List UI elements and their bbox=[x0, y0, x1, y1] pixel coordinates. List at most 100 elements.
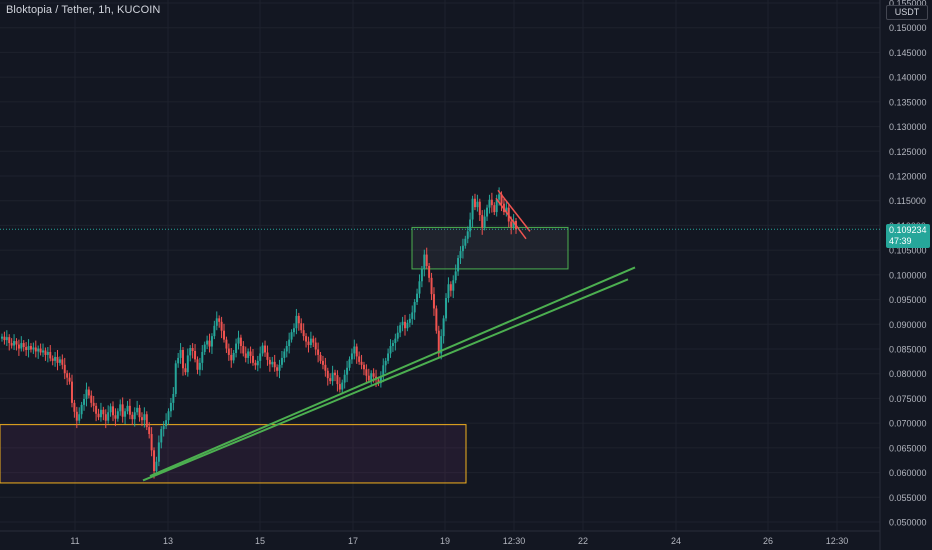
candle-body bbox=[191, 348, 194, 351]
candle-body bbox=[338, 384, 341, 390]
candle-body bbox=[218, 318, 221, 322]
candle-body bbox=[348, 359, 351, 368]
candle-body bbox=[379, 376, 382, 384]
candle-body bbox=[343, 374, 346, 383]
candle-body bbox=[136, 407, 139, 413]
candle-body bbox=[80, 404, 83, 415]
price-tick-label: 0.075000 bbox=[889, 394, 927, 404]
candle-body bbox=[360, 361, 363, 365]
candle-body bbox=[112, 406, 115, 416]
candle-body bbox=[292, 328, 295, 333]
candle-body bbox=[271, 361, 274, 365]
candle-body bbox=[336, 375, 339, 385]
currency-badge[interactable]: USDT bbox=[886, 5, 928, 20]
candle-body bbox=[237, 337, 240, 344]
candle-body bbox=[206, 340, 209, 345]
bar-countdown: 47:39 bbox=[889, 236, 912, 246]
time-tick-label: 24 bbox=[671, 536, 681, 546]
candle-body bbox=[377, 379, 380, 384]
candle-body bbox=[266, 352, 269, 360]
candle-body bbox=[215, 318, 218, 326]
candle-body bbox=[153, 450, 156, 472]
candle-body bbox=[128, 405, 131, 415]
candle-body bbox=[235, 343, 238, 353]
candle-body bbox=[247, 351, 250, 358]
candlestick-series bbox=[1, 187, 517, 479]
candle-body bbox=[285, 346, 288, 352]
candle-body bbox=[365, 369, 368, 376]
candle-body bbox=[437, 330, 440, 354]
time-tick-label: 22 bbox=[578, 536, 588, 546]
candle-body bbox=[249, 351, 252, 356]
candle-body bbox=[495, 199, 498, 213]
candle-body bbox=[268, 359, 271, 365]
candle-body bbox=[169, 402, 172, 412]
candle-body bbox=[61, 359, 64, 365]
candle-body bbox=[58, 359, 61, 363]
time-tick-label: 26 bbox=[763, 536, 773, 546]
candle-body bbox=[39, 348, 42, 353]
candle-body bbox=[305, 336, 308, 342]
candle-body bbox=[290, 332, 293, 340]
symbol-title[interactable]: Bloktopia / Tether, 1h, KUCOIN bbox=[6, 4, 161, 16]
candle-body bbox=[203, 344, 206, 352]
candle-body bbox=[353, 346, 356, 354]
wedge-line-upper bbox=[497, 189, 531, 232]
candle-body bbox=[8, 337, 11, 344]
candle-body bbox=[500, 194, 503, 204]
candle-body bbox=[326, 370, 329, 379]
candle-body bbox=[367, 375, 370, 381]
candle-body bbox=[449, 284, 452, 291]
candle-body bbox=[428, 265, 431, 278]
price-tick-label: 0.080000 bbox=[889, 369, 927, 379]
trendline-upper bbox=[149, 266, 636, 477]
candle-body bbox=[280, 357, 283, 365]
candle-body bbox=[319, 354, 322, 361]
candle-body bbox=[435, 308, 438, 331]
candle-body bbox=[78, 414, 81, 421]
price-tick-label: 0.105000 bbox=[889, 246, 927, 256]
candle-body bbox=[138, 407, 141, 418]
candle-body bbox=[194, 350, 197, 360]
candle-body bbox=[126, 405, 129, 412]
candle-body bbox=[413, 302, 416, 313]
candle-body bbox=[145, 414, 148, 428]
candle-body bbox=[486, 207, 489, 217]
candle-body bbox=[177, 357, 180, 364]
candle-body bbox=[49, 351, 52, 359]
candle-body bbox=[73, 402, 76, 412]
candle-body bbox=[362, 364, 365, 370]
candle-body bbox=[459, 251, 462, 259]
candle-body bbox=[20, 343, 23, 349]
candle-body bbox=[201, 351, 204, 363]
candle-body bbox=[454, 271, 457, 281]
time-tick-label: 12:30 bbox=[826, 536, 849, 546]
price-axis[interactable]: 0.155000 0.150000 0.145000 0.140000 0.135000… bbox=[889, 0, 927, 528]
price-tick-label: 0.100000 bbox=[889, 270, 927, 280]
candle-body bbox=[493, 205, 496, 213]
candle-body bbox=[162, 426, 165, 430]
candle-body bbox=[302, 330, 305, 337]
candle-body bbox=[167, 411, 170, 421]
candle-body bbox=[239, 337, 242, 347]
candle-body bbox=[418, 281, 421, 294]
candle-body bbox=[445, 298, 448, 319]
candle-body bbox=[464, 238, 467, 246]
candle-body bbox=[46, 351, 49, 355]
price-tick-label: 0.150000 bbox=[889, 23, 927, 33]
price-tick-label: 0.155000 bbox=[889, 0, 927, 9]
candle-body bbox=[399, 325, 402, 333]
price-tick-label: 0.125000 bbox=[889, 147, 927, 157]
candle-body bbox=[358, 356, 361, 362]
candle-body bbox=[104, 414, 107, 421]
candle-body bbox=[66, 373, 69, 378]
candle-body bbox=[309, 338, 312, 346]
time-axis[interactable]: 11 13 15 17 19 12:30 22 24 26 12:30 bbox=[70, 536, 848, 546]
candle-body bbox=[54, 356, 57, 361]
candle-body bbox=[312, 338, 315, 343]
candle-body bbox=[505, 207, 508, 213]
candle-body bbox=[420, 268, 423, 282]
candle-body bbox=[259, 353, 262, 361]
candle-body bbox=[174, 363, 177, 394]
